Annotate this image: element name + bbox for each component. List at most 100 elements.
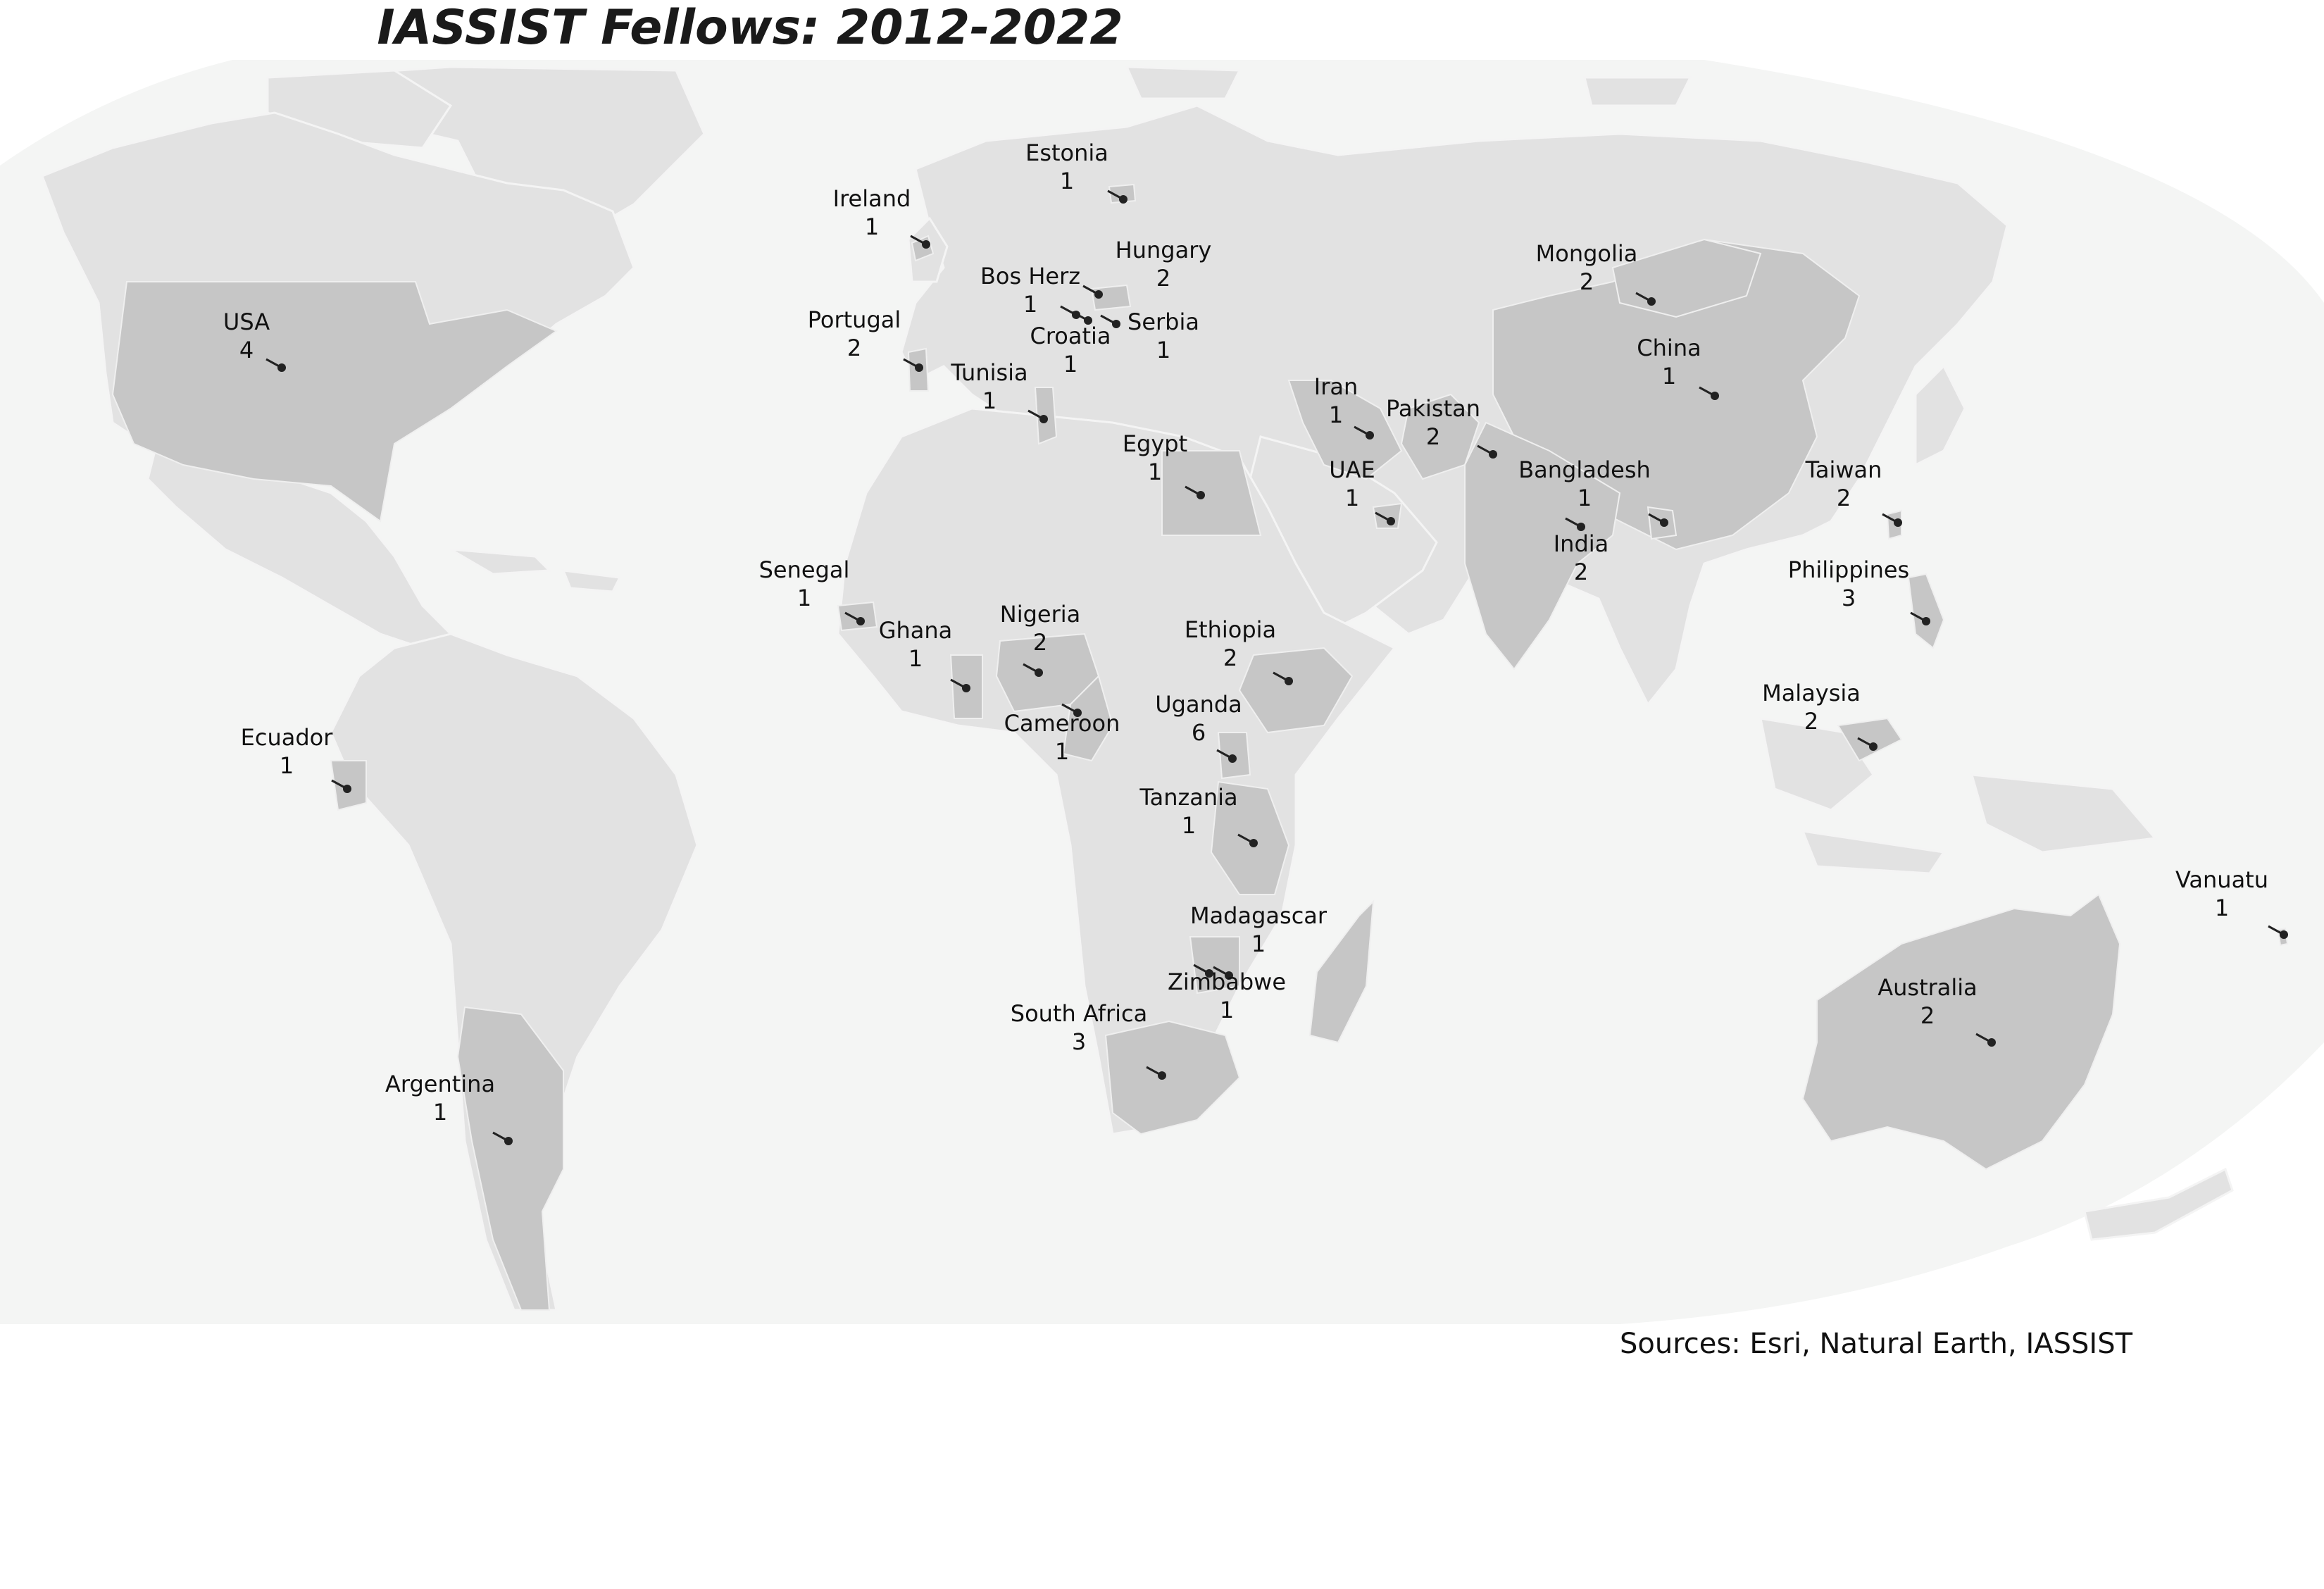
marker-portugal	[915, 363, 923, 372]
estonia-shape	[1108, 183, 1137, 204]
label-nigeria: Nigeria	[1000, 601, 1080, 628]
count-uae: 1	[1345, 485, 1359, 511]
marker-taiwan	[1894, 518, 1902, 527]
label-iran: Iran	[1314, 373, 1358, 400]
marker-uae	[1387, 517, 1395, 525]
map-source-credit: Sources: Esri, Natural Earth, IASSIST	[1620, 1328, 2133, 1360]
label-uae: UAE	[1329, 456, 1375, 483]
count-uganda: 6	[1192, 719, 1206, 746]
label-south-africa: South Africa	[1011, 1000, 1147, 1027]
label-ireland: Ireland	[833, 185, 911, 212]
marker-philippines	[1922, 617, 1930, 625]
highlighted-countries	[111, 183, 2289, 1311]
mongolia-shape	[1611, 238, 1762, 318]
label-ethiopia: Ethiopia	[1185, 616, 1276, 643]
count-bangladesh: 1	[1578, 485, 1592, 511]
count-malaysia: 2	[1804, 708, 1818, 735]
count-china: 1	[1662, 363, 1676, 390]
count-portugal: 2	[847, 335, 861, 361]
marker-vanuatu	[2280, 930, 2288, 939]
count-estonia: 1	[1060, 168, 1074, 194]
count-senegal: 1	[797, 585, 811, 611]
count-usa: 4	[239, 337, 254, 363]
marker-estonia	[1119, 195, 1127, 204]
marker-tunisia	[1039, 415, 1048, 423]
count-egypt: 1	[1148, 459, 1162, 485]
label-croatia: Croatia	[1030, 323, 1111, 349]
marker-argentina	[504, 1137, 513, 1145]
count-argentina: 1	[433, 1099, 447, 1126]
argentina-shape	[456, 1006, 564, 1311]
marker-malaysia	[1869, 742, 1878, 751]
marker-egypt	[1197, 491, 1205, 499]
marker-mongolia	[1647, 297, 1656, 306]
label-argentina: Argentina	[385, 1071, 495, 1097]
count-philippines: 3	[1842, 585, 1856, 611]
count-india: 2	[1574, 559, 1588, 585]
label-senegal: Senegal	[759, 556, 850, 583]
label-portugal: Portugal	[808, 306, 901, 333]
count-south-africa: 3	[1072, 1028, 1086, 1055]
south-africa-shape	[1104, 1020, 1241, 1135]
marker-south-africa	[1158, 1071, 1166, 1080]
count-croatia: 1	[1063, 351, 1077, 378]
count-zimbabwe: 1	[1220, 997, 1234, 1023]
tanzania-shape	[1210, 780, 1290, 895]
marker-ireland	[922, 240, 930, 249]
marker-hungary	[1094, 290, 1103, 299]
count-nigeria: 2	[1033, 629, 1047, 656]
marker-ecuador	[343, 785, 351, 793]
label-cameroon: Cameroon	[1004, 710, 1120, 737]
australia-shape	[1801, 893, 2121, 1171]
marker-bangladesh	[1660, 518, 1668, 527]
count-hungary: 2	[1156, 265, 1170, 292]
label-madagascar: Madagascar	[1190, 902, 1327, 929]
label-india: India	[1554, 530, 1609, 557]
count-mongolia: 2	[1580, 268, 1594, 295]
count-ghana: 1	[908, 645, 923, 672]
marker-bos-herz	[1072, 311, 1080, 319]
marker-usa	[277, 363, 286, 372]
new-zealand-landmass	[2083, 1167, 2234, 1241]
india-shape	[1464, 421, 1621, 671]
count-pakistan: 2	[1426, 423, 1440, 450]
count-taiwan: 2	[1837, 485, 1851, 511]
label-pakistan: Pakistan	[1386, 395, 1480, 422]
japan-landmass	[1914, 364, 1966, 467]
marker-zimbabwe	[1225, 971, 1233, 980]
label-serbia: Serbia	[1127, 309, 1199, 335]
count-serbia: 1	[1156, 337, 1170, 363]
marker-croatia	[1084, 316, 1092, 325]
label-ecuador: Ecuador	[241, 724, 334, 751]
marker-china	[1711, 392, 1719, 400]
marker-india	[1577, 523, 1585, 531]
marker-pakistan	[1489, 450, 1497, 459]
count-ethiopia: 2	[1223, 644, 1237, 671]
label-taiwan: Taiwan	[1805, 456, 1882, 483]
uae-shape	[1372, 502, 1403, 529]
label-bos-herz: Bos Herz	[980, 263, 1080, 289]
cameroon-shape	[1062, 675, 1114, 762]
caribbean-landmass	[450, 548, 622, 593]
label-philippines: Philippines	[1788, 556, 1909, 583]
count-ecuador: 1	[280, 752, 294, 779]
count-tunisia: 1	[982, 387, 997, 414]
count-bos-herz: 1	[1023, 291, 1037, 318]
ethiopia-shape	[1238, 647, 1354, 734]
label-malaysia: Malaysia	[1762, 680, 1861, 706]
marker-iran	[1366, 431, 1374, 440]
label-estonia: Estonia	[1025, 139, 1108, 166]
label-ghana: Ghana	[879, 617, 953, 644]
madagascar-shape	[1308, 899, 1375, 1044]
count-madagascar: 1	[1251, 930, 1266, 957]
count-cameroon: 1	[1055, 738, 1069, 765]
label-tanzania: Tanzania	[1139, 784, 1237, 811]
label-bangladesh: Bangladesh	[1518, 456, 1651, 483]
philippines-shape	[1907, 573, 1945, 649]
arctic-islands-landmass	[266, 66, 1692, 149]
marker-uganda	[1228, 754, 1237, 763]
marker-nigeria	[1035, 668, 1043, 677]
usa-shape	[111, 281, 558, 523]
map-title: IASSIST Fellows: 2012-2022	[377, 0, 1123, 56]
